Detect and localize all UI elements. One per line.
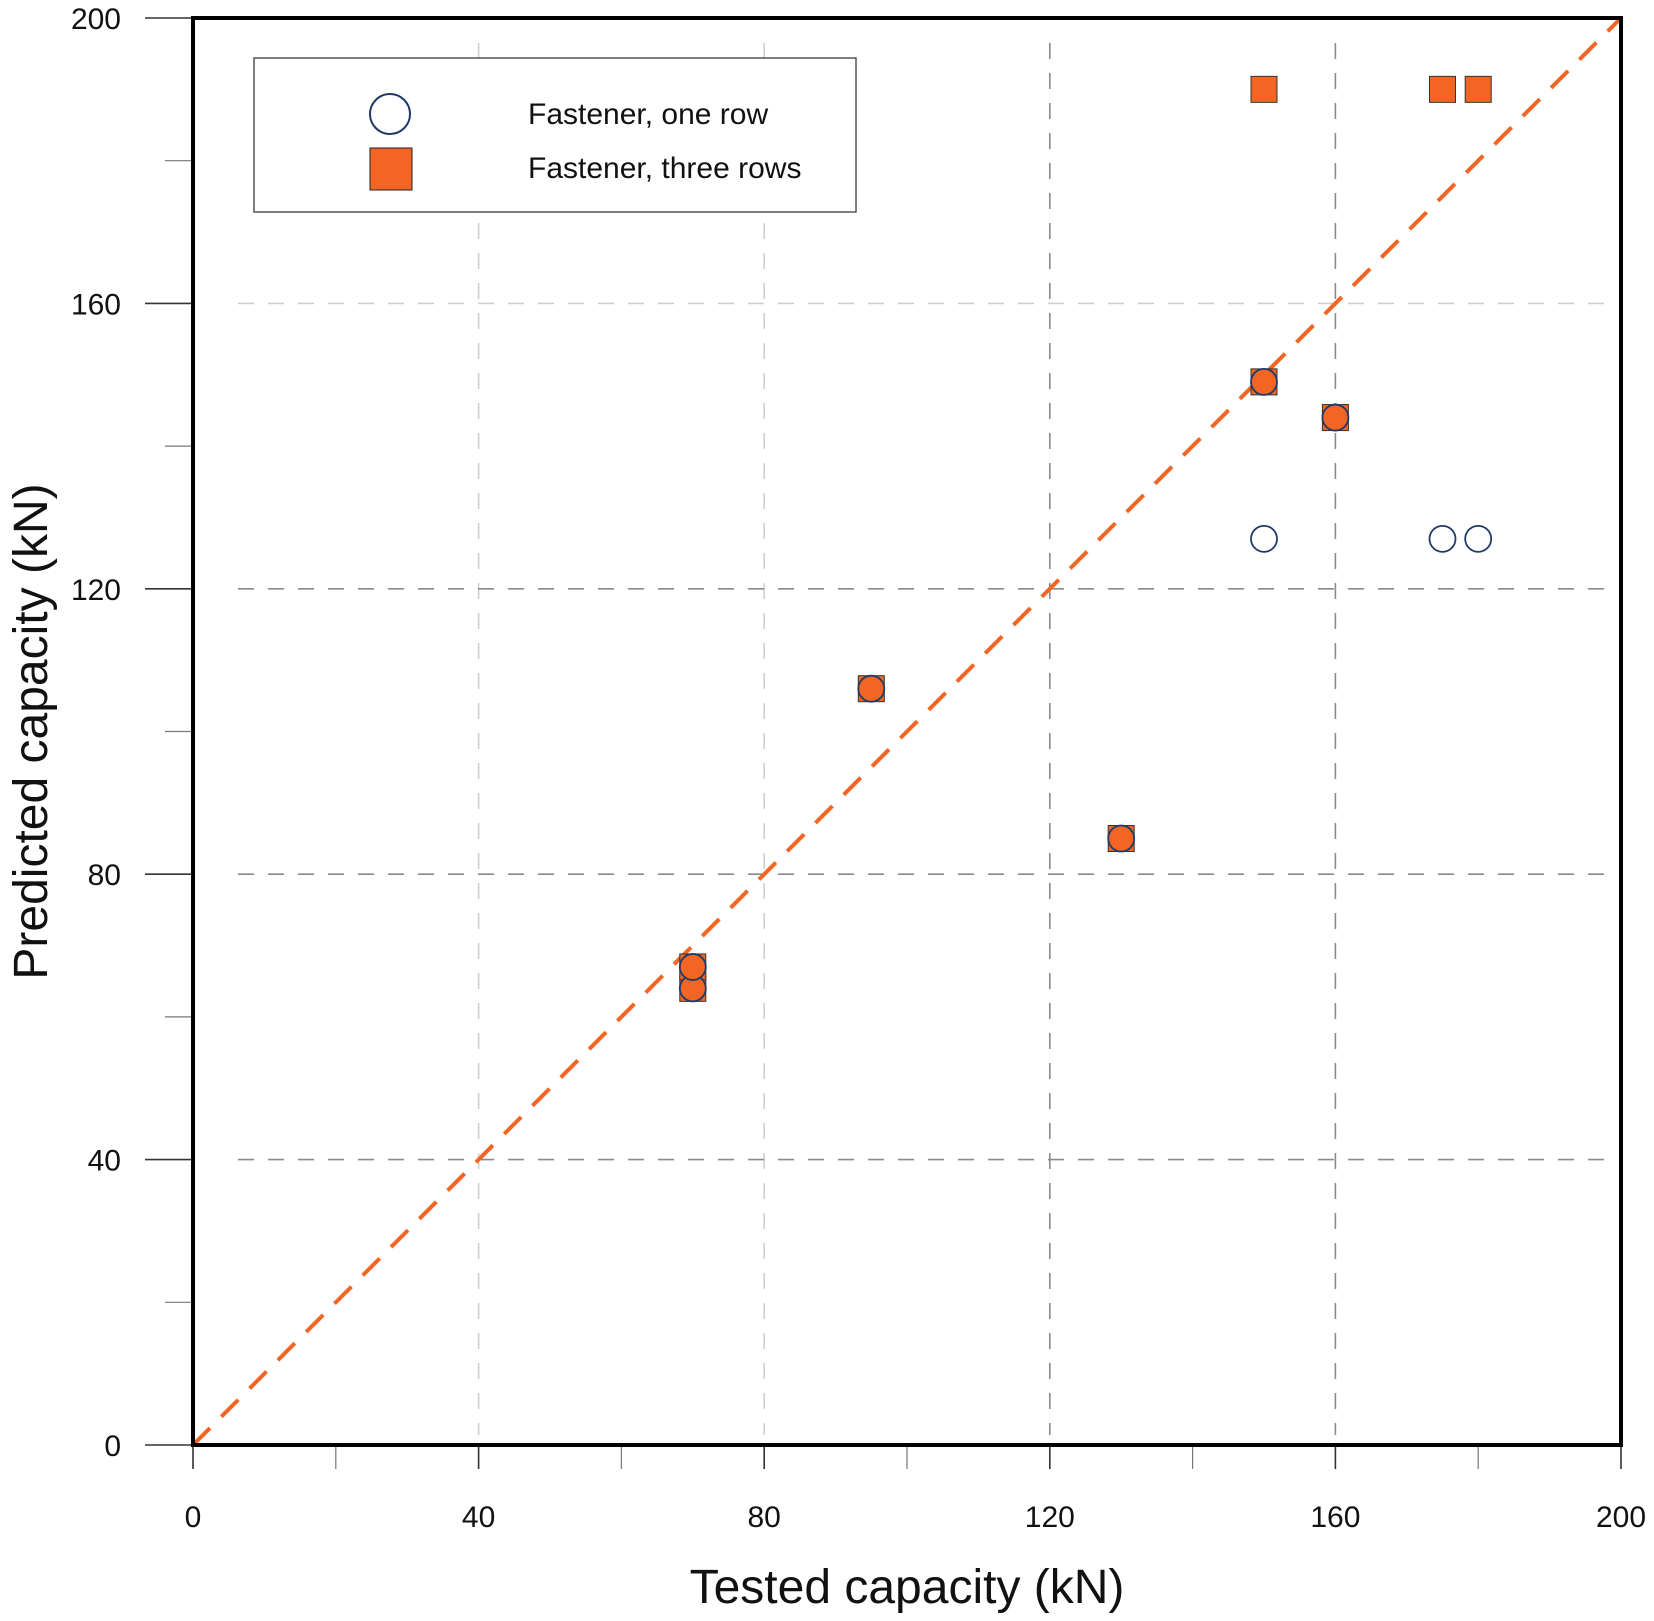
- x-tick-label: 0: [185, 1501, 202, 1534]
- data-point-one-row: [1107, 824, 1136, 853]
- data-point-one-row: [678, 953, 707, 981]
- data-point-three-rows: [1429, 75, 1456, 103]
- data-point-one-row: [1321, 403, 1350, 432]
- plot-frame: [191, 16, 1623, 1447]
- x-axis-title: Tested capacity (kN): [690, 1561, 1125, 1614]
- reference-line-layer: [191, 16, 1623, 1447]
- data-points: [678, 75, 1493, 1003]
- data-point-one-row: [857, 674, 886, 703]
- y-tick-label: 0: [104, 1430, 121, 1463]
- y-tick-label: 200: [71, 3, 121, 36]
- data-point-one-row: [1464, 524, 1493, 553]
- x-tick-label: 40: [462, 1501, 495, 1534]
- legend-marker-filled-square: [369, 147, 413, 191]
- x-tick-label: 120: [1025, 1501, 1075, 1534]
- data-point-three-rows: [1250, 75, 1278, 103]
- x-tick-label: 160: [1310, 1501, 1360, 1534]
- axis-ticks: 0 40 80 120 160 200 0 40 80 120 160 200: [71, 3, 1646, 1534]
- x-tick-label: 80: [748, 1501, 781, 1534]
- legend-box: [253, 57, 857, 213]
- y-axis-title: Predicted capacity (kN): [5, 483, 58, 979]
- data-point-one-row: [1428, 524, 1457, 553]
- y-tick-label: 160: [71, 288, 121, 321]
- y-tick-label: 120: [71, 574, 121, 607]
- y-tick-label: 40: [88, 1145, 121, 1178]
- data-point-one-row: [1250, 367, 1278, 396]
- legend: Fastener, one row Fastener, three rows: [253, 57, 857, 213]
- legend-label-three-rows: Fastener, three rows: [528, 152, 801, 185]
- x-tick-label: 200: [1596, 1501, 1646, 1534]
- data-point-three-rows: [1464, 75, 1492, 103]
- y-tick-label: 80: [88, 859, 121, 892]
- data-point-one-row: [1250, 524, 1278, 553]
- grid-lines: [238, 43, 1606, 1435]
- legend-marker-open-circle: [369, 93, 411, 135]
- reference-line-1to1: [191, 16, 1623, 1447]
- legend-label-one-row: Fastener, one row: [528, 98, 768, 131]
